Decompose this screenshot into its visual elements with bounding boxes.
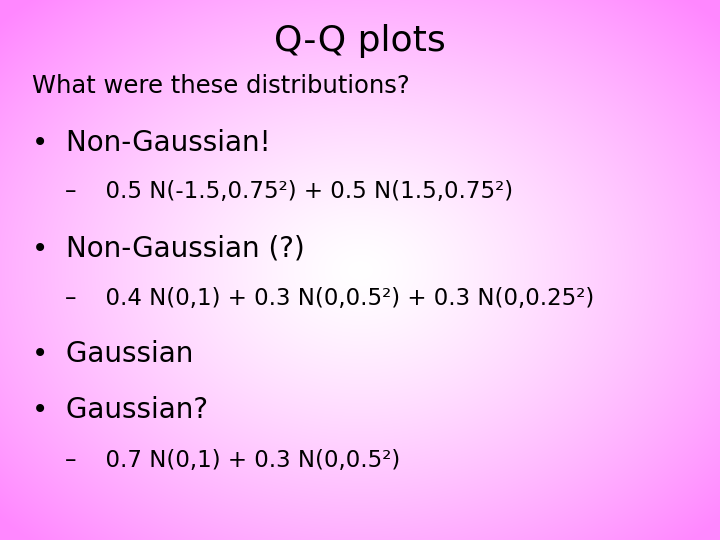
Text: •  Gaussian?: • Gaussian? xyxy=(32,396,209,424)
Text: –    0.4 N(0,1) + 0.3 N(0,0.5²) + 0.3 N(0,0.25²): – 0.4 N(0,1) + 0.3 N(0,0.5²) + 0.3 N(0,0… xyxy=(65,287,594,309)
Text: Q-Q plots: Q-Q plots xyxy=(274,24,446,57)
Text: What were these distributions?: What were these distributions? xyxy=(32,75,410,98)
Text: –    0.5 N(-1.5,0.75²) + 0.5 N(1.5,0.75²): – 0.5 N(-1.5,0.75²) + 0.5 N(1.5,0.75²) xyxy=(65,180,513,203)
Text: •  Non-Gaussian!: • Non-Gaussian! xyxy=(32,129,271,157)
Text: –    0.7 N(0,1) + 0.3 N(0,0.5²): – 0.7 N(0,1) + 0.3 N(0,0.5²) xyxy=(65,449,400,471)
Text: •  Gaussian: • Gaussian xyxy=(32,340,194,368)
Text: •  Non-Gaussian (?): • Non-Gaussian (?) xyxy=(32,234,305,262)
